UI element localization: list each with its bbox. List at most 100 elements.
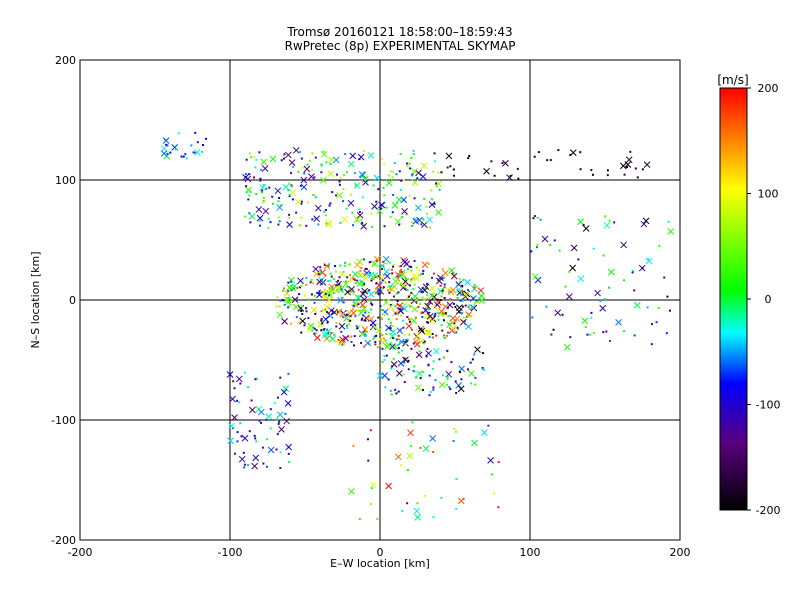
data-point-dot [400,464,403,467]
data-point-dot [284,412,287,415]
data-point-dot [355,184,358,187]
data-point-dot [395,292,398,295]
data-point-dot [405,339,408,342]
data-point-x [316,291,323,299]
data-point-dot [377,293,380,296]
data-point-x [292,146,300,154]
data-point-dot [434,379,437,382]
data-point-x [308,173,315,180]
data-point-dot [455,507,458,510]
data-point-x [329,335,336,343]
data-point-x [265,413,273,420]
data-point-dot [255,193,258,196]
data-point-x [445,370,453,378]
data-point-dot [458,280,461,283]
data-point-dot [182,155,185,158]
data-point-dot [464,304,467,307]
data-point-dot [389,303,392,306]
data-point-dot [604,215,607,218]
data-point-dot [291,299,294,302]
data-point-dot [329,279,332,282]
data-point-dot [449,165,452,168]
data-point-dot [605,330,608,333]
data-point-x [292,303,300,311]
data-point-dot [288,213,291,216]
data-point-x [284,400,292,407]
data-point-dot [401,509,404,512]
data-point-dot [387,174,390,177]
data-point-x [300,183,308,191]
data-point-dot [440,496,443,499]
data-point-x [257,408,265,416]
data-point-dot [440,324,443,327]
data-point-x [283,417,290,425]
data-point-dot [333,332,336,335]
data-point-dot [337,279,340,282]
data-point-dot [592,332,595,335]
data-point-dot [322,294,325,297]
data-point-x [227,437,234,445]
data-point-dot [276,433,279,436]
data-point-dot [287,372,290,375]
data-point-x [594,289,601,297]
data-point-dot [455,331,458,334]
data-point-dot [422,218,425,221]
data-point-dot [255,158,258,161]
data-point-dot [420,272,423,275]
data-point-x [474,346,481,353]
data-point-dot [438,358,441,361]
data-point-dot [335,325,338,328]
x-tick-label: -200 [68,546,93,559]
data-point-x [449,314,457,322]
data-point-dot [357,303,360,306]
data-point-dot [391,211,394,214]
data-point-x [367,271,375,279]
data-point-dot [430,197,433,200]
data-point-dot [320,310,323,313]
data-point-dot [262,462,265,465]
data-point-dot [357,288,360,291]
data-point-dot [258,419,261,422]
data-point-x [421,221,428,229]
data-point-dot [591,173,594,176]
data-point-dot [549,159,552,162]
data-point-dot [391,272,394,275]
data-point-dot [362,149,365,152]
data-point-x [599,304,607,312]
data-point-dot [269,221,272,224]
data-point-x [396,370,403,377]
data-point-dot [392,194,395,197]
data-point-dot [408,333,411,336]
data-point-dot [245,185,248,188]
data-point-dot [165,143,168,146]
data-point-x [603,222,611,229]
data-point-dot [449,298,452,301]
data-point-dot [313,327,316,330]
data-point-dot [539,218,542,221]
data-point-dot [315,329,318,332]
x-tick-label: 0 [377,546,384,559]
data-point-dot [455,477,458,480]
data-point-dot [348,323,351,326]
data-point-dot [382,274,385,277]
data-point-dot [441,313,444,316]
data-point-dot [360,266,363,269]
data-point-x [428,285,436,292]
data-point-x [310,306,318,314]
data-point-dot [474,383,477,386]
data-point-dot [288,193,291,196]
data-point-x [569,264,577,272]
data-point-dot [300,331,303,334]
data-point-dot [438,188,441,191]
data-point-dot [531,316,534,319]
data-point-x [322,293,329,301]
data-point-dot [281,298,284,301]
data-point-dot [490,473,493,476]
data-point-x [288,159,296,166]
data-point-x [267,446,275,454]
data-point-dot [458,311,461,314]
data-point-x [411,292,419,300]
data-point-x [645,257,653,265]
data-point-dot [278,220,281,223]
data-point-dot [248,212,251,215]
